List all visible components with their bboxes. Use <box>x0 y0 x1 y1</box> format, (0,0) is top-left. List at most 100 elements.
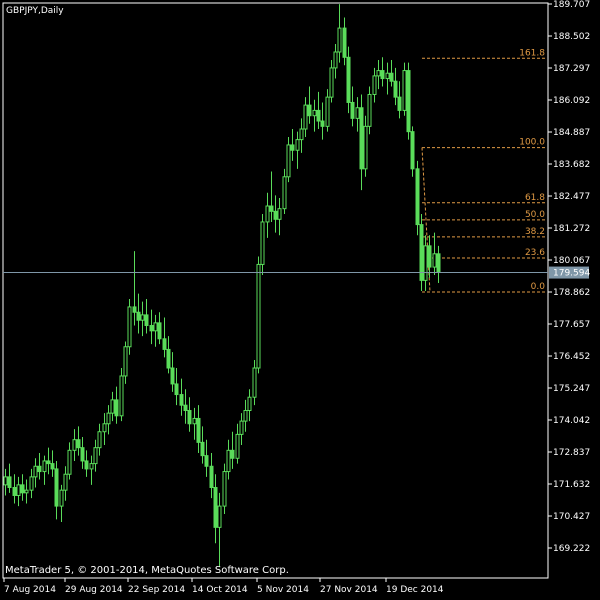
candle[interactable] <box>132 251 137 326</box>
candle[interactable] <box>372 67 377 103</box>
candle[interactable] <box>174 368 179 406</box>
candle[interactable] <box>123 341 128 384</box>
candle[interactable] <box>406 62 411 140</box>
candle[interactable] <box>213 474 218 544</box>
candle[interactable] <box>260 213 265 276</box>
candle[interactable] <box>42 455 47 485</box>
candle[interactable] <box>385 62 390 95</box>
candle[interactable] <box>204 439 209 477</box>
candle[interactable] <box>157 312 162 345</box>
candle[interactable] <box>162 317 167 358</box>
candle[interactable] <box>286 136 291 183</box>
candle[interactable] <box>54 460 59 520</box>
candle[interactable] <box>359 94 364 191</box>
candle[interactable] <box>243 399 248 432</box>
candle[interactable] <box>299 118 304 153</box>
candle[interactable] <box>84 450 89 477</box>
candle[interactable] <box>97 423 102 456</box>
candle[interactable] <box>29 468 34 499</box>
candle[interactable] <box>419 213 424 291</box>
candle[interactable] <box>226 439 231 480</box>
candle[interactable] <box>316 91 321 129</box>
candle[interactable] <box>166 336 171 374</box>
candle[interactable] <box>393 67 398 106</box>
candle[interactable] <box>136 293 141 334</box>
candle[interactable] <box>153 314 158 347</box>
candle[interactable] <box>303 97 308 137</box>
candle[interactable] <box>295 131 300 169</box>
candle[interactable] <box>282 168 287 214</box>
candle[interactable] <box>16 476 21 507</box>
candle[interactable] <box>76 426 81 456</box>
candle[interactable] <box>290 128 295 161</box>
candle[interactable] <box>63 466 68 501</box>
candle[interactable] <box>273 195 278 233</box>
candle[interactable] <box>89 455 94 485</box>
candle[interactable] <box>363 115 368 177</box>
candle[interactable] <box>46 447 51 475</box>
candle[interactable] <box>256 256 261 374</box>
candle[interactable] <box>277 198 282 236</box>
candle[interactable] <box>389 59 394 87</box>
candle[interactable] <box>37 452 42 480</box>
candle[interactable] <box>269 171 274 222</box>
candle[interactable] <box>119 368 124 422</box>
candle[interactable] <box>192 407 197 440</box>
candle[interactable] <box>376 59 381 90</box>
candle[interactable] <box>80 437 85 469</box>
candle[interactable] <box>337 4 342 63</box>
candle[interactable] <box>342 17 347 66</box>
candle[interactable] <box>427 235 432 278</box>
candle[interactable] <box>217 492 222 568</box>
candle[interactable] <box>24 479 29 504</box>
candle[interactable] <box>432 232 437 276</box>
candle[interactable] <box>33 458 38 488</box>
candle[interactable] <box>415 160 420 236</box>
candle[interactable] <box>110 391 115 422</box>
candle[interactable] <box>183 389 188 424</box>
candle[interactable] <box>333 44 338 79</box>
candle[interactable] <box>170 352 175 392</box>
candle[interactable] <box>7 463 12 493</box>
candle[interactable] <box>114 386 119 424</box>
candle[interactable] <box>144 298 149 334</box>
candle[interactable] <box>325 89 330 132</box>
candle[interactable] <box>380 57 385 87</box>
candle[interactable] <box>397 81 402 119</box>
candle[interactable] <box>102 413 107 446</box>
candle[interactable] <box>196 405 201 453</box>
candle[interactable] <box>59 484 64 523</box>
candle[interactable] <box>252 360 257 406</box>
candle[interactable] <box>106 405 111 435</box>
candle[interactable] <box>423 235 428 291</box>
candle[interactable] <box>3 468 8 496</box>
candle[interactable] <box>20 474 25 501</box>
candle[interactable] <box>265 192 270 238</box>
candle[interactable] <box>187 397 192 432</box>
candle[interactable] <box>67 442 72 480</box>
candle[interactable] <box>127 298 132 355</box>
candle[interactable] <box>312 99 317 132</box>
candle[interactable] <box>436 245 441 284</box>
fib-trend-line[interactable] <box>421 147 431 293</box>
candle[interactable] <box>179 378 184 416</box>
candle[interactable] <box>239 413 244 446</box>
candle[interactable] <box>12 474 17 504</box>
candle[interactable] <box>222 463 227 515</box>
candle[interactable] <box>367 86 372 135</box>
candle[interactable] <box>200 426 205 464</box>
candle[interactable] <box>140 301 145 337</box>
candle[interactable] <box>350 86 355 127</box>
candle[interactable] <box>307 86 312 124</box>
candle[interactable] <box>72 429 77 461</box>
candle[interactable] <box>402 62 407 116</box>
candle[interactable] <box>50 450 55 477</box>
candle[interactable] <box>209 452 214 499</box>
candle[interactable] <box>149 309 154 345</box>
candle[interactable] <box>230 431 235 469</box>
candle[interactable] <box>355 97 360 132</box>
candle[interactable] <box>235 423 240 464</box>
candle[interactable] <box>346 46 351 114</box>
candle[interactable] <box>329 59 334 103</box>
